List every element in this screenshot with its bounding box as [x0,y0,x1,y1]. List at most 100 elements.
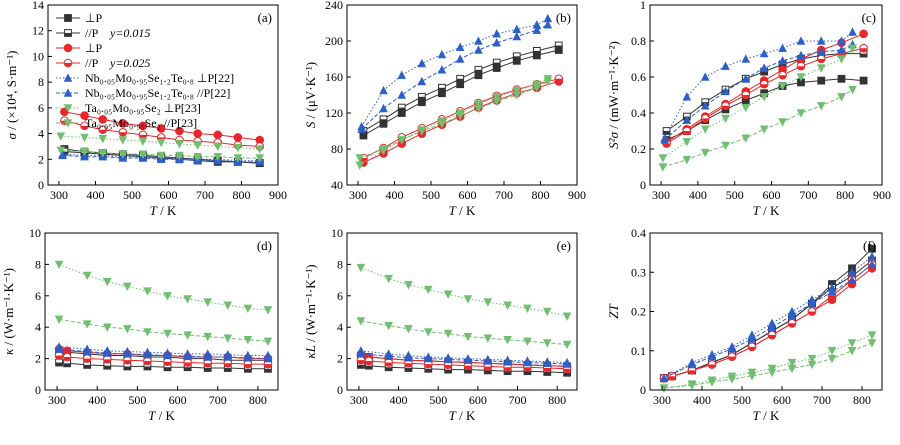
data-point-half [748,346,756,351]
data-point [827,354,837,364]
series-line [58,263,269,311]
data-point [263,353,273,363]
series-line [60,149,260,159]
data-point-half [808,311,816,315]
data-point [80,111,89,120]
data-point [796,50,806,60]
y-axis-label: S / (μV·K⁻¹) [303,62,318,128]
data-point-half [701,118,709,122]
data-point [82,271,92,281]
data-point [787,310,797,320]
plot-frame [44,232,279,391]
x-tick-label: 400 [693,393,711,407]
data-point [404,353,413,362]
legend-entry: ⊥P [56,11,102,25]
y-tick-label: 240 [325,0,343,12]
data-point [474,100,483,109]
data-point-half [244,364,252,368]
y-tick-label: 0.8 [631,34,646,48]
y-axis-label: S²σ / (mW·m⁻¹·K⁻²) [606,41,621,149]
data-point [492,93,501,102]
data-point [542,307,552,317]
data-point-half [204,363,212,367]
series-5 [54,344,273,363]
data-point-half [144,366,151,370]
data-point [816,36,826,45]
panel-c: 300 400 500 600 700 800 900 0 0.2 0.4 0.6 0.8 1 (c) T … [606,0,891,218]
x-tick-label: 700 [509,393,527,407]
series-line [360,267,568,317]
data-point [659,384,669,393]
data-point [183,351,192,360]
legend-entry: ⊥P [56,41,102,55]
series-5 [356,349,572,368]
series-line [663,248,873,379]
data-point-half [424,364,432,368]
data-point [848,44,857,53]
data-point-half [760,84,768,88]
data-point [700,101,710,110]
data-point [404,281,413,290]
data-point [437,120,447,129]
panel-d: 300 400 500 600 700 800 0 2 4 6 8 10 (d) T / K κ / (W·… [1,226,279,423]
plot-frame [346,232,578,391]
series-line [363,49,559,136]
y-tick-label: 0.4 [631,106,646,120]
data-point [397,70,407,79]
panel-e: 300 400 500 600 700 800 0 2 4 6 8 10 (e) T / K κL / (W… [303,226,578,423]
data-point [123,282,132,292]
data-point-half [99,129,107,134]
data-point-half [722,105,729,110]
data-point-half [663,143,670,147]
legend-marker-half [64,33,72,37]
series-line [60,135,260,150]
data-point-half [555,78,563,83]
data-point [213,142,223,152]
data-point [223,352,233,361]
y-tick-label: 0.2 [631,142,646,156]
data-point [778,118,787,127]
data-point-half [484,366,492,370]
data-point [721,61,730,70]
data-point [183,295,192,304]
data-point [660,135,670,144]
data-point [156,124,166,133]
series-2 [359,77,564,167]
data-point [98,149,108,158]
data-point [759,63,769,72]
data-point [58,150,67,160]
data-point-half [444,364,452,369]
legend-entry: //P y=0.025 [56,56,150,70]
data-point [847,347,857,356]
panel-label: (c) [862,10,876,25]
x-tick-label: 900 [873,188,891,202]
y-tick-label: 0 [337,383,343,397]
data-point [102,277,112,287]
plot-frame [649,232,883,391]
data-point [203,298,212,307]
data-point-half [244,368,252,373]
data-point [417,58,427,68]
legend-marker [63,88,73,97]
data-point [437,65,447,74]
data-point [778,82,787,91]
data-point-half [184,367,192,371]
data-point-half [123,366,131,370]
x-tick-label: 800 [249,393,267,407]
data-point [80,147,89,157]
data-point-half [398,107,406,111]
data-point-half [524,367,531,371]
x-tick-label: 600 [773,393,791,407]
x-tick-label: 500 [123,188,141,202]
data-point [523,357,532,367]
data-point [175,126,184,136]
data-point [263,306,273,315]
data-point [233,133,243,142]
panel-label: (b) [556,10,571,25]
y-tick-label: 4 [337,320,343,334]
y-tick-label: 120 [325,106,343,120]
data-point [741,134,751,143]
data-point [233,154,243,163]
data-point [183,331,192,340]
data-point-half [708,364,716,368]
